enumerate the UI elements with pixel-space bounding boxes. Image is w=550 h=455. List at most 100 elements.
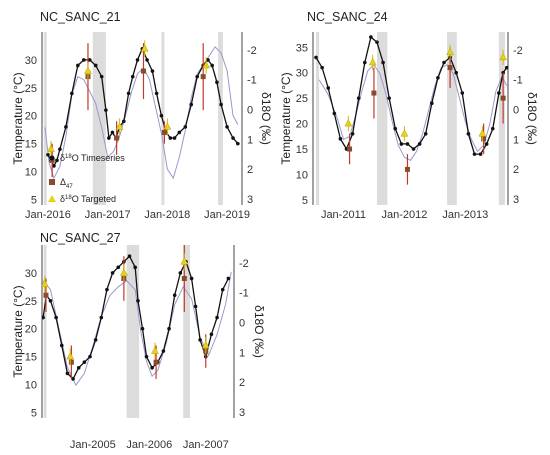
temperature-point <box>54 315 58 320</box>
temperature-point <box>454 70 459 75</box>
legend-label-base: δ <box>60 194 65 204</box>
temperature-point <box>460 91 465 95</box>
legend-label-base: Δ <box>60 177 66 187</box>
x-tick-label: Jan-2013 <box>442 209 488 221</box>
y-tick-label-right: -1 <box>513 75 523 87</box>
temperature-point <box>320 65 324 70</box>
y-tick-label-left: 10 <box>25 380 37 392</box>
d47-point <box>500 95 506 101</box>
y-tick-label-left: 25 <box>296 93 308 105</box>
d18o-targeted-point <box>47 144 55 152</box>
temperature-point <box>127 254 132 258</box>
temperature-point <box>314 55 318 60</box>
y-tick-label-left: 35 <box>296 42 308 54</box>
d47-point <box>481 136 487 142</box>
d47-point <box>200 74 206 80</box>
shaded-period <box>218 32 223 205</box>
legend-label-base: δ <box>60 153 65 163</box>
y-tick-label-left: 25 <box>25 296 37 308</box>
temperature-point <box>231 136 235 140</box>
chart-panel-3: NC_SANC_27 5 10 15 20 25 30 -2 -1 0 1 2 3 Jan-2005 Jan… <box>11 231 266 451</box>
plot-area <box>44 40 240 180</box>
temperature-point <box>130 74 135 79</box>
y-tick-label-right: -1 <box>239 288 249 300</box>
temperature-point <box>189 102 194 107</box>
d18o-targeted-point <box>201 340 210 349</box>
shaded-period <box>498 32 505 205</box>
temperature-point <box>46 152 50 157</box>
temperature-point <box>107 136 111 140</box>
temperature-point <box>76 365 81 370</box>
y-tick-label-right: 1 <box>513 134 519 146</box>
temperature-point <box>76 63 80 68</box>
shaded-period <box>447 32 457 205</box>
d47-point <box>114 135 120 141</box>
temperature-point <box>70 91 74 96</box>
x-tick-label: Jan-2007 <box>183 439 229 451</box>
temperature-point <box>381 60 385 65</box>
legend-label-tail: O Timeseries <box>72 153 126 163</box>
y-axis-label-right: δ18O (‰) <box>525 92 539 145</box>
temperature-point <box>326 86 331 90</box>
temperature-point <box>99 315 104 320</box>
legend-entry-label: Δ47 <box>60 177 73 190</box>
shaded-period <box>43 245 47 418</box>
shaded-period <box>316 32 320 205</box>
temperature-point <box>88 354 92 359</box>
x-tick-label: Jan-2016 <box>25 209 71 221</box>
temperature-point <box>189 276 194 281</box>
y-tick-label-right: 0 <box>239 318 245 330</box>
temperature-point <box>236 141 240 146</box>
temperature-point <box>219 102 223 107</box>
d47-point <box>347 146 353 152</box>
y-axis-label-left: Temperature (°C) <box>11 285 25 377</box>
temperature-point <box>436 75 440 80</box>
temperature-point <box>497 91 501 95</box>
y-tick-label-left: 25 <box>25 83 37 95</box>
temperature-point <box>362 60 367 65</box>
temperature-point <box>145 58 149 62</box>
temperature-point <box>193 304 198 309</box>
temperature-point <box>399 142 404 146</box>
x-tick-label: Jan-2017 <box>85 209 131 221</box>
temperature-point <box>133 265 137 270</box>
y-tick-label-right: 3 <box>239 407 245 419</box>
d47-point <box>371 90 377 96</box>
temperature-point <box>215 315 219 320</box>
temperature-point <box>126 91 131 96</box>
temperature-point <box>178 271 183 275</box>
temperature-point <box>65 371 70 376</box>
temperature-point <box>198 338 202 342</box>
temperature-point <box>478 152 483 156</box>
shaded-period <box>183 245 190 418</box>
d18o-targeted-point <box>140 44 149 52</box>
x-tick-label: Jan-2012 <box>381 209 427 221</box>
y-tick-label-right: 0 <box>513 105 519 117</box>
d47-point <box>68 359 74 365</box>
x-tick-label: Jan-2019 <box>204 209 250 221</box>
y-axis-label-right: δ18O (‰) <box>252 305 266 358</box>
temperature-point <box>369 35 373 39</box>
temperature-point <box>161 349 166 353</box>
temperature-point <box>411 147 416 151</box>
legend-label-sup: 18 <box>65 154 72 160</box>
y-tick-label-left: 20 <box>296 119 308 131</box>
d18o-targeted-point <box>499 52 508 61</box>
y-tick-label-left: 30 <box>25 55 37 67</box>
panel-title: NC_SANC_27 <box>40 231 121 245</box>
temperature-point <box>417 142 422 146</box>
temperature-point <box>183 125 188 129</box>
temperature-point <box>226 276 231 281</box>
temperature-point <box>338 137 343 141</box>
temperature-point <box>42 315 45 320</box>
temperature-point <box>220 287 225 292</box>
temperature-point <box>490 126 495 131</box>
temperature-point <box>375 40 379 44</box>
temperature-point <box>195 74 200 79</box>
d18o-targeted-point <box>151 346 159 354</box>
temperature-point <box>484 142 489 146</box>
d18o-targeted-point <box>446 47 455 56</box>
temperature-point <box>59 343 64 348</box>
d18o-targeted-point <box>478 129 487 137</box>
x-tick-label: Jan-2005 <box>70 439 116 451</box>
